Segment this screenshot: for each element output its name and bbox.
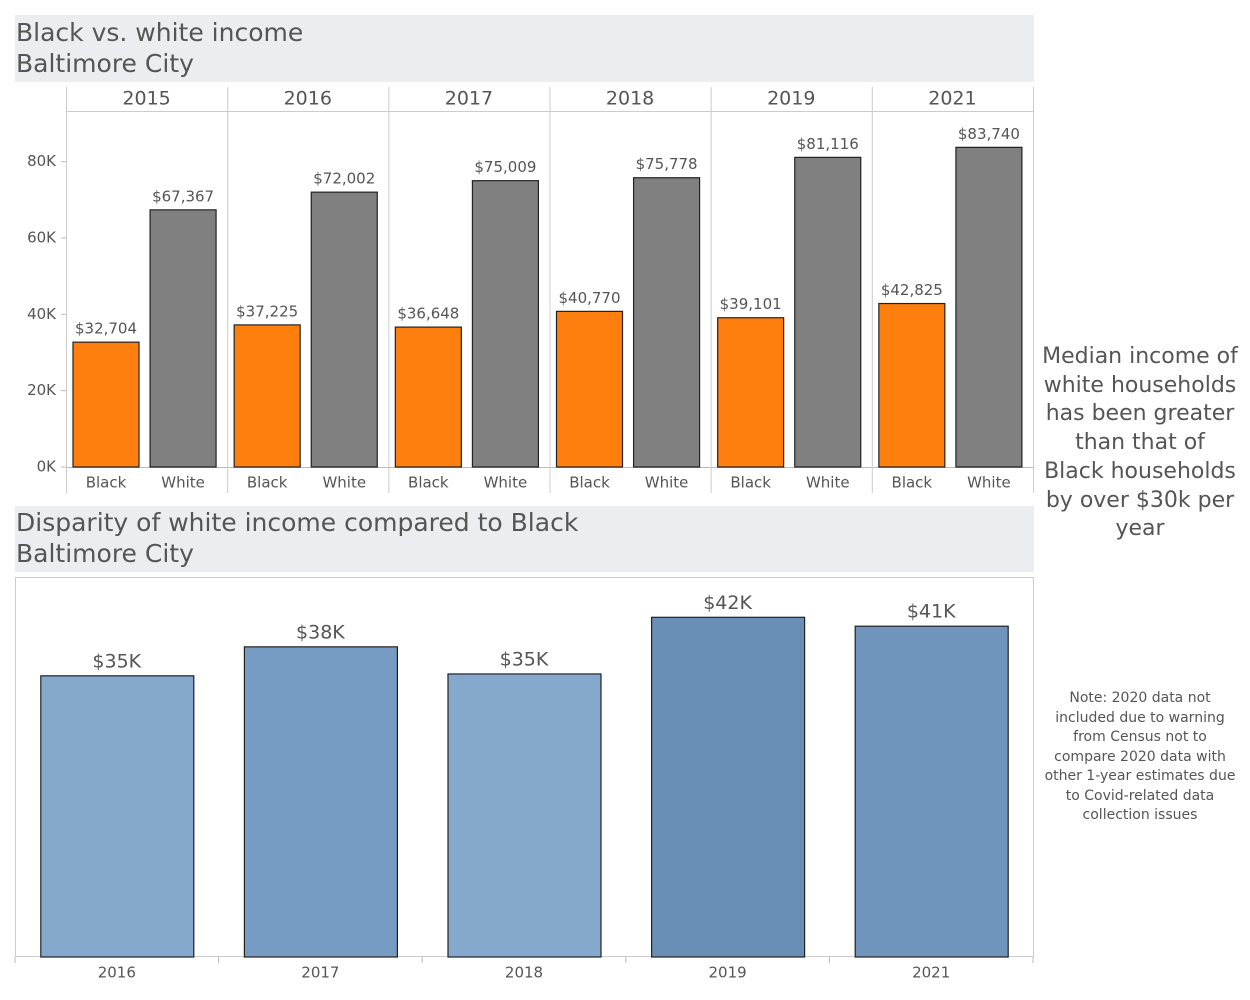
- bar: [878, 302, 946, 468]
- title-band: [15, 15, 1034, 82]
- chart-subtitle: Baltimore City: [16, 49, 194, 78]
- panel-label: 2017: [445, 88, 493, 110]
- chart-title: Black vs. white income: [16, 18, 303, 47]
- bar: [794, 156, 862, 468]
- bar: [632, 177, 701, 468]
- x-tick-label: White: [322, 474, 366, 492]
- bar: [310, 191, 378, 468]
- x-tick-label: White: [161, 474, 205, 492]
- value-label: $75,778: [636, 155, 698, 173]
- bar: [394, 326, 462, 468]
- value-label: $36,648: [397, 305, 459, 323]
- x-tick-label: Black: [86, 474, 127, 492]
- x-tick-label: White: [645, 474, 689, 492]
- y-tick-label: 60K: [27, 228, 57, 246]
- bar: [717, 317, 785, 468]
- x-tick-label: Black: [408, 474, 449, 492]
- value-label: $39,101: [720, 295, 782, 313]
- value-label: $81,116: [797, 135, 859, 153]
- x-tick-label: 2018: [505, 964, 543, 982]
- value-label: $35K: [92, 650, 141, 672]
- title-band: [15, 506, 1034, 572]
- bar: [243, 646, 398, 958]
- y-tick-label: 20K: [27, 381, 57, 399]
- value-label: $38K: [296, 621, 345, 643]
- bar: [955, 146, 1023, 468]
- bar: [72, 341, 140, 468]
- value-label: $72,002: [313, 170, 375, 188]
- bar: [854, 625, 1009, 958]
- bar: [233, 324, 301, 468]
- x-tick-label: White: [967, 474, 1011, 492]
- x-tick-label: 2021: [912, 964, 950, 982]
- panel-label: 2018: [606, 88, 654, 110]
- x-tick-label: White: [484, 474, 528, 492]
- panel-label: 2016: [284, 88, 332, 110]
- bar: [471, 180, 540, 468]
- value-label: $83,740: [958, 125, 1020, 143]
- panel-label: 2021: [928, 88, 976, 110]
- x-tick-label: 2019: [709, 964, 747, 982]
- value-label: $37,225: [236, 302, 298, 320]
- panel-label: 2019: [767, 88, 815, 110]
- x-tick-label: White: [806, 474, 850, 492]
- bar: [555, 310, 624, 468]
- chart-title: Disparity of white income compared to Bl…: [16, 508, 579, 537]
- bar: [149, 209, 217, 468]
- x-tick-label: Black: [892, 474, 933, 492]
- x-tick-label: Black: [569, 474, 610, 492]
- y-tick-label: 80K: [27, 152, 57, 170]
- y-tick-label: 40K: [27, 305, 57, 323]
- value-label: $41K: [907, 601, 956, 623]
- bar: [447, 673, 602, 958]
- value-label: $75,009: [474, 158, 536, 176]
- value-label: $35K: [500, 648, 549, 670]
- panel-label: 2015: [122, 88, 170, 110]
- side-text: Median income of white households has be…: [1042, 344, 1238, 542]
- note: Note: 2020 data not included due to warn…: [1044, 690, 1236, 823]
- x-tick-label: 2017: [301, 964, 339, 982]
- bar: [650, 616, 806, 958]
- chart-subtitle: Baltimore City: [16, 539, 194, 568]
- bar: [40, 675, 195, 958]
- x-tick-label: Black: [730, 474, 771, 492]
- value-label: $42K: [703, 592, 752, 614]
- value-label: $40,770: [558, 289, 620, 307]
- x-tick-label: Black: [247, 474, 288, 492]
- value-label: $67,367: [152, 187, 214, 205]
- y-tick-label: 0K: [37, 458, 58, 476]
- value-label: $42,825: [881, 281, 943, 299]
- value-label: $32,704: [75, 320, 137, 338]
- x-tick-label: 2016: [98, 964, 136, 982]
